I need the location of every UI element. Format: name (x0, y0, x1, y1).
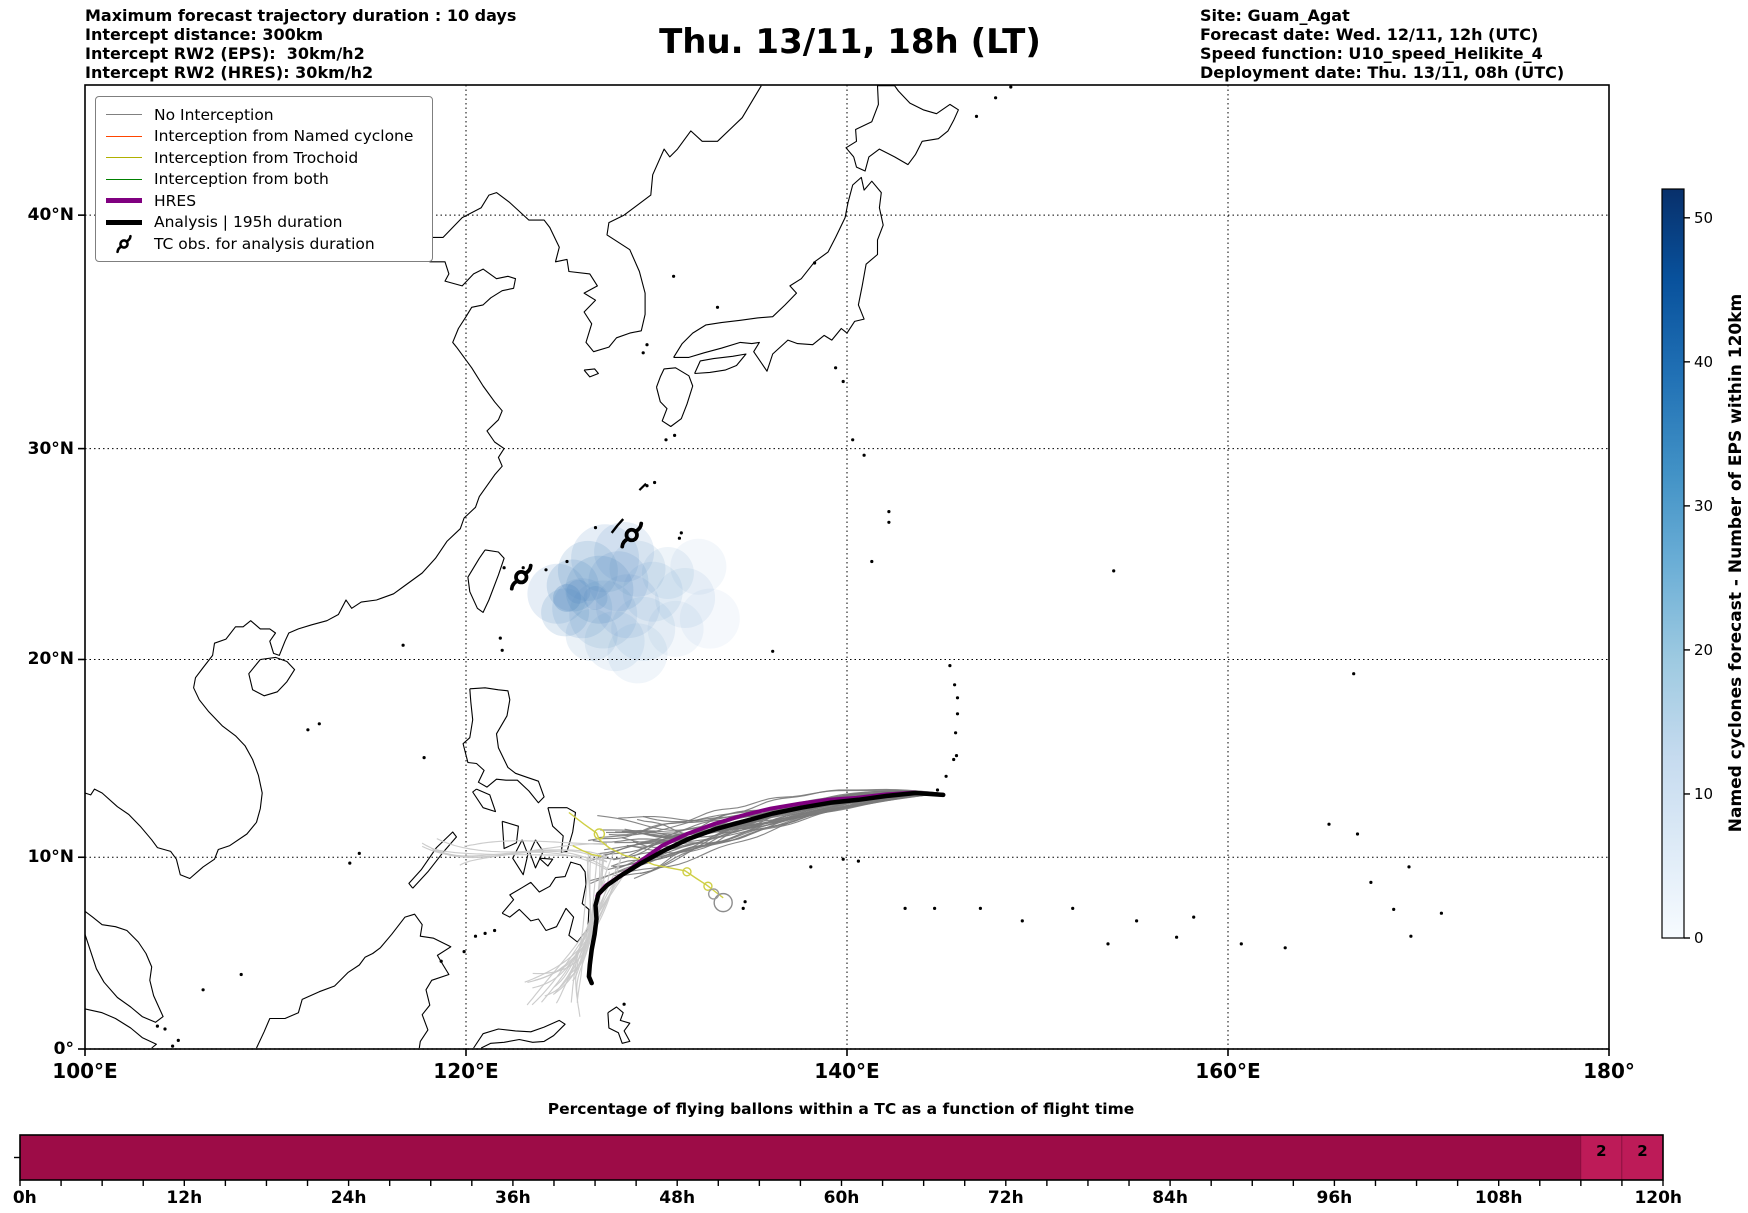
y-tick-label: 40°N (27, 205, 74, 226)
x-tick-label: 160°E (1195, 1059, 1261, 1083)
legend-item-label: HRES (154, 191, 197, 210)
colorbar-tick-label: 30 (1694, 496, 1714, 515)
map-frame (78, 84, 1610, 1056)
colorbar-tick-label: 20 (1694, 640, 1714, 659)
legend-line-swatch (106, 219, 142, 225)
strip-tick-label: 0h (12, 1188, 37, 1208)
tc-obs-marker-icon (116, 234, 132, 253)
strip-tick-label: 84h (1152, 1188, 1188, 1208)
tc-obs-marker-icon (620, 521, 644, 549)
strip-tick-label: 48h (659, 1188, 696, 1208)
x-tick-label: 100°E (52, 1059, 118, 1083)
figure-title: Thu. 13/11, 18h (LT) (659, 22, 1041, 62)
x-tick-label: 120°E (433, 1059, 499, 1083)
strip-tick-label: 96h (1316, 1188, 1353, 1208)
strip-value-label: 2 (1596, 1142, 1607, 1160)
tc-obs-markers (509, 521, 644, 591)
legend-item-label: Analysis | 195h duration (154, 213, 343, 232)
legend-item: HRES (106, 190, 422, 212)
legend-item: Interception from Trochoid (106, 147, 422, 169)
legend-item-label: Interception from Named cyclone (154, 127, 414, 146)
legend-line-swatch (106, 114, 142, 116)
strip-tick-label: 120h (1634, 1188, 1683, 1208)
legend-item: Interception from Named cyclone (106, 126, 422, 148)
legend-line-swatch (106, 178, 142, 180)
tc-symbol-icon (106, 232, 142, 256)
x-tick-label: 180° (1583, 1059, 1635, 1083)
strip-tick-label: 24h (330, 1188, 367, 1208)
colorbar-title: Named cyclones forecast - Number of EPS … (1726, 293, 1746, 833)
tc-obs-marker-icon (509, 563, 533, 591)
legend: No Interception Interception from Named c… (95, 96, 433, 262)
strip-tick-label: 60h (823, 1188, 860, 1208)
legend-line-swatch (106, 135, 142, 137)
trajectory-tracks (421, 788, 946, 1017)
y-tick-label: 10°N (27, 847, 74, 868)
legend-item: TC obs. for analysis duration (106, 233, 422, 255)
x-tick-label: 140°E (814, 1059, 880, 1083)
legend-item: Interception from both (106, 169, 422, 191)
strip-tick-label: 12h (166, 1188, 203, 1208)
strip-value-label: 2 (1637, 1142, 1648, 1160)
y-tick-label: 30°N (27, 438, 74, 459)
legend-item: No Interception (106, 104, 422, 126)
eps-density-blobs (527, 522, 740, 684)
legend-item-label: Interception from both (154, 170, 329, 189)
legend-item-label: No Interception (154, 105, 274, 124)
coastlines (85, 85, 1443, 1049)
colorbar-tick-label: 10 (1694, 784, 1714, 803)
legend-item-label: Interception from Trochoid (154, 148, 359, 167)
strip-tick-label: 36h (495, 1188, 531, 1208)
legend-item: Analysis | 195h duration (106, 212, 422, 234)
strip-chart-title: Percentage of flying ballons within a TC… (547, 1100, 1135, 1118)
colorbar-tick-label: 50 (1694, 208, 1714, 227)
legend-item-label: TC obs. for analysis duration (154, 234, 375, 253)
strip-chart (14, 1134, 1664, 1186)
colorbar-tick-label: 0 (1694, 929, 1704, 947)
colorbar-tick-label: 40 (1694, 352, 1714, 371)
y-tick-label: 0° (53, 1039, 74, 1059)
strip-tick-label: 72h (987, 1188, 1024, 1208)
header-right: Site: Guam_Agat Forecast date: Wed. 12/1… (1200, 6, 1565, 82)
header-left: Maximum forecast trajectory duration : 1… (85, 6, 517, 82)
y-tick-label: 20°N (27, 649, 74, 670)
strip-tick-label: 108h (1474, 1188, 1523, 1208)
legend-line-swatch (106, 198, 142, 204)
legend-line-swatch (106, 157, 142, 159)
colorbar (1661, 188, 1690, 939)
